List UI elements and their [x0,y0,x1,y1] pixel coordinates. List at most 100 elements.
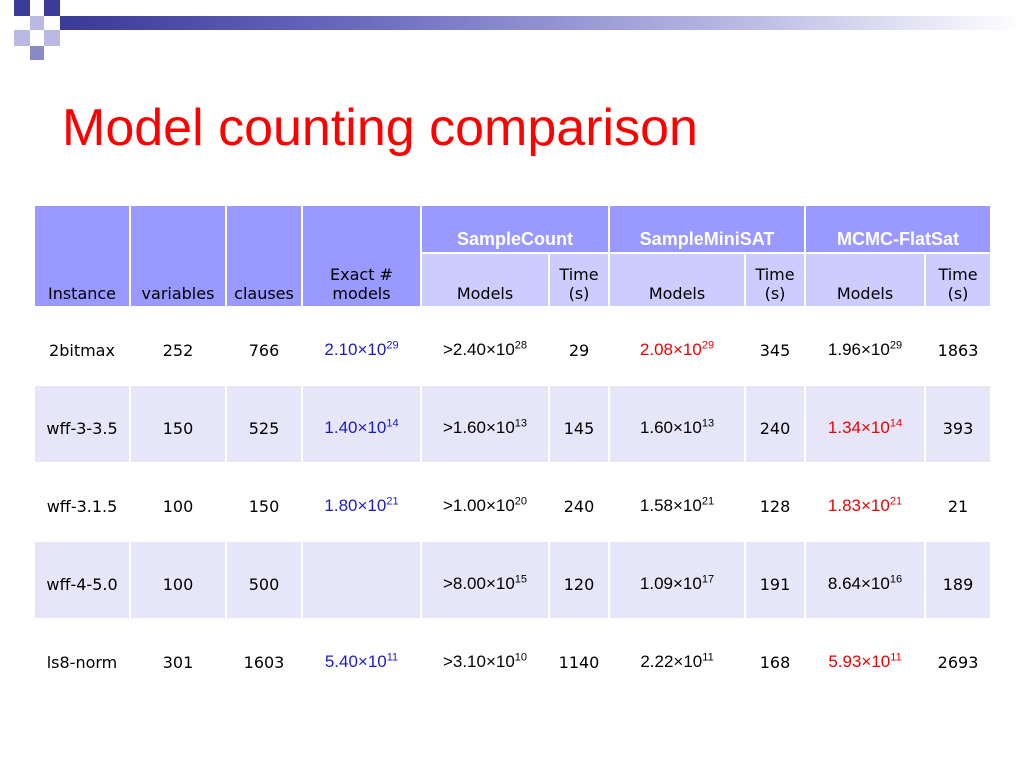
cell-variables: 301 [129,618,227,698]
subheader-models: Models [420,252,550,308]
group-header-samplecount: SampleCount [419,204,611,254]
value-exponent: 11 [702,651,714,664]
value-exponent: 14 [386,417,399,430]
cell-sampleminisat-models: 1.60×1013 [608,384,747,464]
cell-samplecount-models: >2.40×1028 [420,306,550,386]
cell-mcmc-models: 1.96×1029 [804,306,927,386]
cell-mcmc-time: 393 [924,384,993,464]
cell-clauses: 766 [225,306,303,386]
value-exponent: 20 [514,495,528,508]
cell-exact-models: 5.40×1011 [301,618,422,698]
cell-clauses: 1603 [225,618,303,698]
subheader-time-line2: (s) [764,284,786,303]
cell-samplecount-models: >1.00×1020 [420,462,550,542]
corner-square-decoration [44,30,60,46]
cell-exact-models: 2.10×1029 [301,306,422,386]
value-mantissa: >2.40×10 [442,340,515,359]
cell-instance: 2bitmax [33,306,131,386]
subheader-time-line2: (s) [568,284,590,303]
cell-mcmc-time: 189 [924,540,993,620]
cell-sampleminisat-models: 2.08×1029 [608,306,747,386]
corner-square-decoration [14,0,30,16]
header-gradient-bar [72,16,1024,30]
cell-samplecount-time: 145 [547,384,611,464]
header-clauses: clauses [225,204,303,308]
value-exponent: 13 [514,417,528,430]
cell-sampleminisat-models: 1.09×1017 [608,540,747,620]
value-exponent: 29 [701,339,715,352]
cell-samplecount-time: 29 [547,306,611,386]
cell-mcmc-models: 1.34×1014 [804,384,927,464]
table-row: 2bitmax 252 766 2.10×1029 >2.40×1028 29 … [33,306,993,386]
value-exponent: 14 [889,417,903,430]
slide-title: Model counting comparison [62,99,698,157]
value-mantissa: 1.83×10 [827,496,890,515]
subheader-time-line2: (s) [947,284,969,303]
cell-mcmc-time: 2693 [924,618,993,698]
cell-variables: 100 [129,540,227,620]
value-exponent: 10 [514,651,528,664]
subheader-time-line1: Time [938,265,978,284]
cell-variables: 150 [129,384,227,464]
header-exact-models: Exact # models [301,204,422,308]
value-exponent: 16 [889,573,903,586]
value-mantissa: 1.09×10 [639,574,702,593]
header-exact-line2: models [332,284,391,303]
value-exponent: 11 [890,651,902,664]
table-row: wff-3.1.5 100 150 1.80×1021 >1.00×1020 2… [33,462,993,542]
cell-instance: wff-4-5.0 [33,540,131,620]
cell-variables: 252 [129,306,227,386]
cell-samplecount-models: >3.10×1010 [420,618,550,698]
value-mantissa: 1.34×10 [827,418,890,437]
value-exponent: 17 [701,573,715,586]
cell-exact-models: 1.40×1014 [301,384,422,464]
cell-sampleminisat-time: 168 [744,618,807,698]
cell-mcmc-models: 8.64×1016 [804,540,927,620]
value-mantissa: 2.08×10 [639,340,702,359]
cell-sampleminisat-time: 128 [744,462,807,542]
value-mantissa: 1.96×10 [827,340,890,359]
value-mantissa: 5.93×10 [828,652,891,671]
header-instance: Instance [33,204,131,308]
subheader-time: Time (s) [924,252,993,308]
value-exponent: 29 [889,339,903,352]
value-mantissa: 1.60×10 [639,418,702,437]
value-mantissa: 8.64×10 [827,574,890,593]
cell-sampleminisat-time: 191 [744,540,807,620]
value-mantissa: 1.80×10 [324,496,387,515]
cell-samplecount-time: 240 [547,462,611,542]
group-header-mcmc-flatsat: MCMC-FlatSat [804,204,993,254]
cell-variables: 100 [129,462,227,542]
cell-exact-models [301,540,422,620]
cell-samplecount-models: >8.00×1015 [420,540,550,620]
cell-instance: wff-3.1.5 [33,462,131,542]
value-mantissa: >3.10×10 [442,652,515,671]
subheader-time-line1: Time [559,265,599,284]
table-row: ls8-norm 301 1603 5.40×1011 >3.10×1010 1… [33,618,993,698]
cell-clauses: 525 [225,384,303,464]
value-exponent: 21 [386,495,399,508]
value-exponent: 13 [701,417,715,430]
subheader-time-line1: Time [755,265,795,284]
subheader-time: Time (s) [547,252,611,308]
subheader-models: Models [804,252,927,308]
cell-sampleminisat-time: 345 [744,306,807,386]
table-row: wff-4-5.0 100 500 >8.00×1015 120 1.09×10… [33,540,993,620]
value-exponent: 15 [514,573,528,586]
corner-square-decoration [14,30,30,46]
value-mantissa: 1.58×10 [639,496,702,515]
value-mantissa: >1.60×10 [442,418,515,437]
corner-square-decoration [44,0,60,16]
cell-mcmc-models: 5.93×1011 [804,618,927,698]
subheader-models: Models [608,252,747,308]
cell-clauses: 500 [225,540,303,620]
value-exponent: 21 [701,495,715,508]
value-exponent: 11 [386,651,399,664]
subheader-time: Time (s) [744,252,807,308]
cell-clauses: 150 [225,462,303,542]
cell-exact-models: 1.80×1021 [301,462,422,542]
value-exponent: 28 [514,339,528,352]
cell-mcmc-time: 1863 [924,306,993,386]
cell-mcmc-models: 1.83×1021 [804,462,927,542]
corner-square-decoration [60,16,72,30]
